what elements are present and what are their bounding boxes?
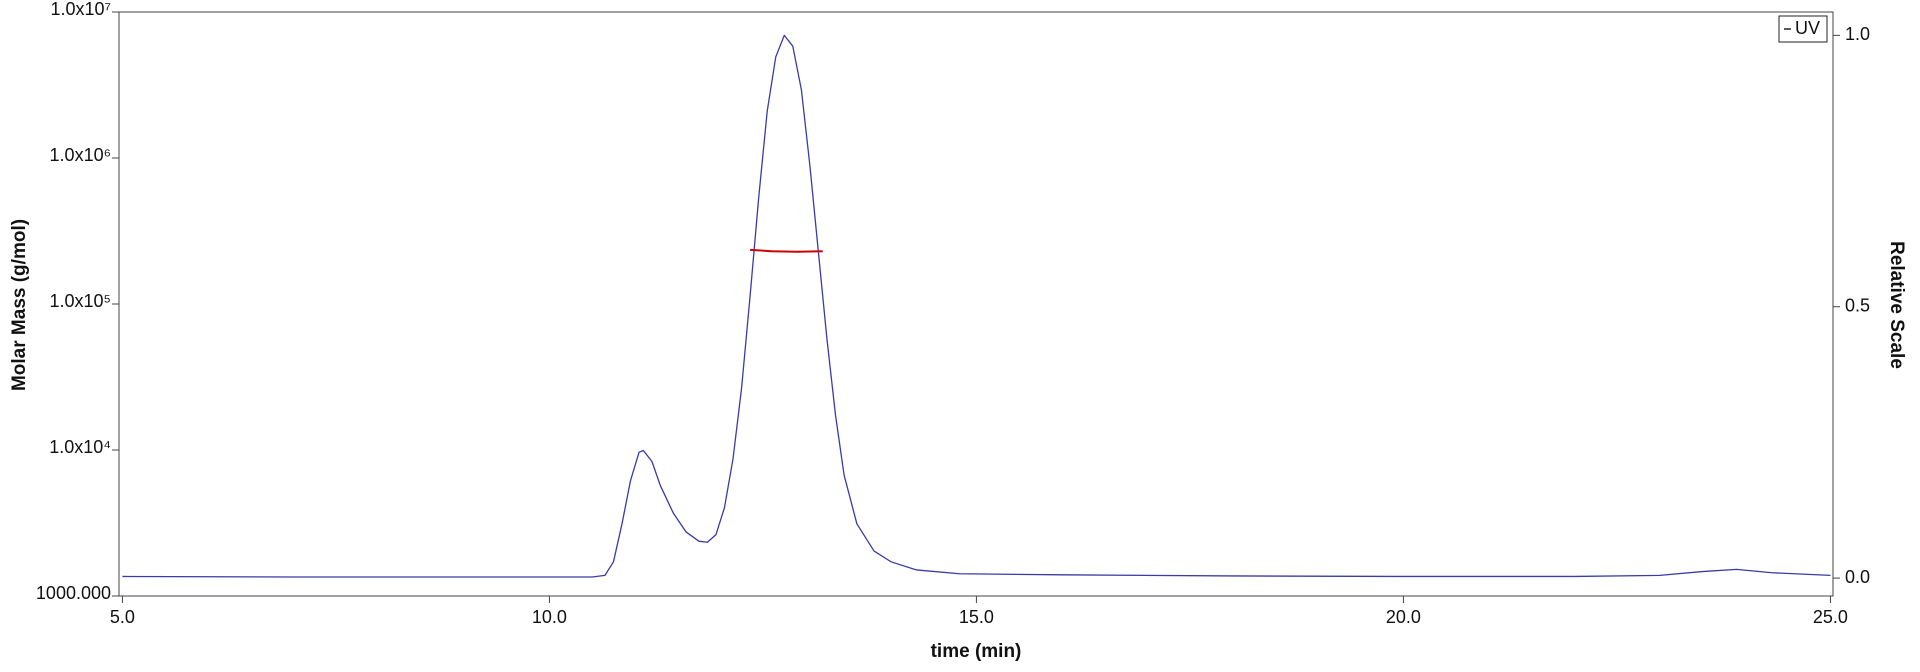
y2-axis-title: Relative Scale [1886, 241, 1907, 369]
y-tick-label: 1.0x10⁶ [50, 145, 111, 165]
y2-tick-label: 0.0 [1845, 567, 1870, 587]
x-tick-label: 5.0 [110, 607, 135, 627]
legend-label: UV [1795, 18, 1820, 38]
x-tick-label: 20.0 [1386, 607, 1421, 627]
x-tick-label: 15.0 [959, 607, 994, 627]
y-tick-label: 1.0x10⁴ [49, 437, 111, 457]
y-axis-title: Molar Mass (g/mol) [9, 219, 30, 391]
plot-frame [118, 11, 1834, 597]
y-tick-label: 1000.000 [36, 583, 111, 603]
y-tick-label: 1.0x10⁷ [50, 0, 111, 19]
series-line [750, 248, 823, 253]
x-tick-label: 10.0 [532, 607, 567, 627]
x-tick-label: 25.0 [1813, 607, 1848, 627]
y2-tick-label: 0.5 [1845, 295, 1870, 315]
y2-tick-label: 1.0 [1845, 24, 1870, 44]
y-tick-label: 1.0x10⁵ [49, 291, 111, 311]
x-axis-title: time (min) [931, 641, 1022, 662]
series-line [122, 34, 1831, 578]
